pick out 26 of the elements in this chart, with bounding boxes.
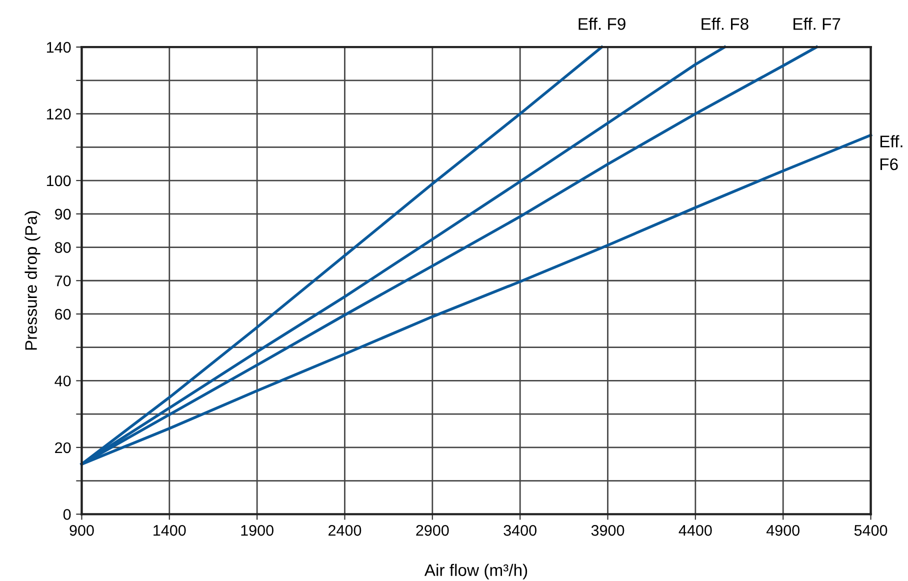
x-tick-label: 2400 [328, 525, 362, 536]
x-tick-label: 3900 [591, 525, 624, 536]
y-tick-label: 100 [46, 175, 71, 186]
x-tick-label: 1900 [241, 525, 274, 536]
series-label: Eff. F8 [702, 18, 748, 30]
y-tick-label: 60 [55, 308, 71, 320]
y-axis-title: Pressure drop (Pa) [24, 211, 40, 350]
y-tick-label: 90 [55, 208, 71, 220]
x-tick-label: 4400 [678, 525, 712, 536]
y-tick-label: 140 [46, 42, 71, 53]
x-axis-title: Air flow (m³/h) [424, 564, 528, 580]
x-tick-label: 5400 [854, 525, 888, 536]
x-tick-label: 3400 [504, 525, 536, 536]
x-tick-label: 1400 [154, 525, 186, 536]
y-tick-label: 70 [55, 275, 71, 286]
x-tick-label: 4900 [766, 525, 800, 536]
y-tick-label: 120 [46, 108, 71, 120]
y-tick-label: 0 [63, 509, 71, 520]
series-label: Eff. F6 [880, 135, 902, 170]
x-tick-label: 900 [70, 525, 94, 536]
y-tick-label: 40 [54, 376, 71, 386]
series-label: Eff. F7 [794, 18, 840, 30]
y-tick-label: 80 [54, 242, 71, 253]
y-tick-label: 20 [55, 442, 71, 454]
x-tick-label: 2900 [416, 525, 449, 536]
series-label: Eff. F9 [578, 18, 626, 30]
